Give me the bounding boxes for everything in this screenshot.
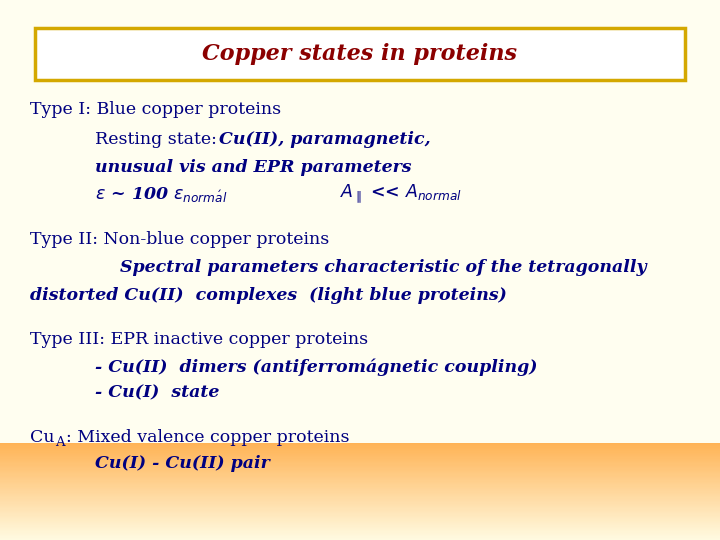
Bar <box>0 451 720 453</box>
Bar <box>0 510 720 512</box>
Bar <box>0 511 720 513</box>
Bar <box>0 537 720 539</box>
Bar <box>0 471 720 473</box>
Bar <box>0 496 720 497</box>
Bar <box>0 446 720 448</box>
Text: unusual vis and EPR parameters: unusual vis and EPR parameters <box>95 159 412 176</box>
Text: $A_{\parallel}$ << $A_{normal}$: $A_{\parallel}$ << $A_{normal}$ <box>340 183 462 205</box>
Bar <box>0 487 720 489</box>
Bar <box>0 523 720 524</box>
Bar <box>0 486 720 488</box>
Bar <box>0 490 720 491</box>
Bar <box>0 479 720 481</box>
Bar <box>0 477 720 480</box>
Bar <box>0 491 720 492</box>
Bar <box>0 492 720 494</box>
Bar <box>0 476 720 478</box>
Bar <box>0 524 720 525</box>
Bar <box>0 532 720 534</box>
Bar <box>0 458 720 460</box>
Text: Type I: Blue copper proteins: Type I: Blue copper proteins <box>30 102 281 118</box>
Bar <box>0 536 720 538</box>
Bar <box>0 516 720 518</box>
Bar <box>0 530 720 531</box>
Bar <box>0 502 720 503</box>
Text: Type II: Non-blue copper proteins: Type II: Non-blue copper proteins <box>30 232 329 248</box>
Bar <box>0 468 720 469</box>
Bar <box>0 507 720 509</box>
Bar <box>0 534 720 535</box>
Bar <box>0 0 720 443</box>
Text: Copper states in proteins: Copper states in proteins <box>202 43 518 65</box>
Bar <box>0 442 720 444</box>
Bar <box>0 484 720 485</box>
Bar <box>0 455 720 456</box>
Bar <box>0 531 720 532</box>
Text: $\varepsilon$ ~ 100 $\varepsilon_{norm\'{a}l}$: $\varepsilon$ ~ 100 $\varepsilon_{norm\'… <box>95 185 228 204</box>
Text: - Cu(II)  dimers (antiferromágnetic coupling): - Cu(II) dimers (antiferromágnetic coupl… <box>95 358 538 376</box>
Bar <box>0 497 720 499</box>
Bar <box>0 504 720 506</box>
Bar <box>0 515 720 517</box>
Bar <box>0 482 720 484</box>
Text: Cu(II), paramagnetic,: Cu(II), paramagnetic, <box>219 132 431 148</box>
Bar <box>0 457 720 458</box>
Text: distorted Cu(II)  complexes  (light blue proteins): distorted Cu(II) complexes (light blue p… <box>30 287 507 303</box>
Bar <box>0 461 720 462</box>
Bar <box>0 450 720 451</box>
Text: - Cu(I)  state: - Cu(I) state <box>95 384 220 402</box>
Bar <box>0 529 720 530</box>
Bar <box>0 489 720 490</box>
Bar <box>0 472 720 475</box>
Bar <box>0 453 720 455</box>
Bar <box>0 462 720 463</box>
Bar <box>0 465 720 467</box>
Bar <box>0 445 720 447</box>
Bar <box>0 443 720 445</box>
Bar <box>0 528 720 529</box>
Bar <box>0 467 720 468</box>
Bar <box>0 474 720 476</box>
Bar <box>0 470 720 472</box>
FancyBboxPatch shape <box>35 28 685 80</box>
Bar <box>0 520 720 522</box>
Bar <box>0 452 720 454</box>
Bar <box>0 509 720 511</box>
Text: Cu: Cu <box>30 429 55 446</box>
Bar <box>0 500 720 501</box>
Text: : Mixed valence copper proteins: : Mixed valence copper proteins <box>66 429 349 446</box>
Bar <box>0 535 720 536</box>
Bar <box>0 481 720 483</box>
Bar <box>0 525 720 526</box>
Bar <box>0 494 720 495</box>
Bar <box>0 460 720 461</box>
Bar <box>0 521 720 523</box>
Bar <box>0 519 720 521</box>
Bar <box>0 498 720 500</box>
Bar <box>0 513 720 515</box>
Text: A: A <box>55 436 65 449</box>
Bar <box>0 538 720 540</box>
Bar <box>0 514 720 516</box>
Bar <box>0 485 720 487</box>
Bar <box>0 464 720 466</box>
Bar <box>0 501 720 502</box>
Bar <box>0 448 720 450</box>
Text: Spectral parameters characteristic of the tetragonally: Spectral parameters characteristic of th… <box>120 260 647 276</box>
Bar <box>0 508 720 510</box>
Bar <box>0 526 720 528</box>
Text: Resting state:: Resting state: <box>95 132 222 148</box>
Bar <box>0 447 720 449</box>
Bar <box>0 469 720 471</box>
Text: Cu(I) - Cu(II) pair: Cu(I) - Cu(II) pair <box>95 455 270 471</box>
Bar <box>0 463 720 464</box>
Bar <box>0 480 720 482</box>
Bar <box>0 456 720 457</box>
Bar <box>0 475 720 477</box>
Bar <box>0 495 720 496</box>
Text: Type III: EPR inactive copper proteins: Type III: EPR inactive copper proteins <box>30 332 368 348</box>
Bar <box>0 505 720 507</box>
Bar <box>0 518 720 519</box>
Bar <box>0 503 720 505</box>
